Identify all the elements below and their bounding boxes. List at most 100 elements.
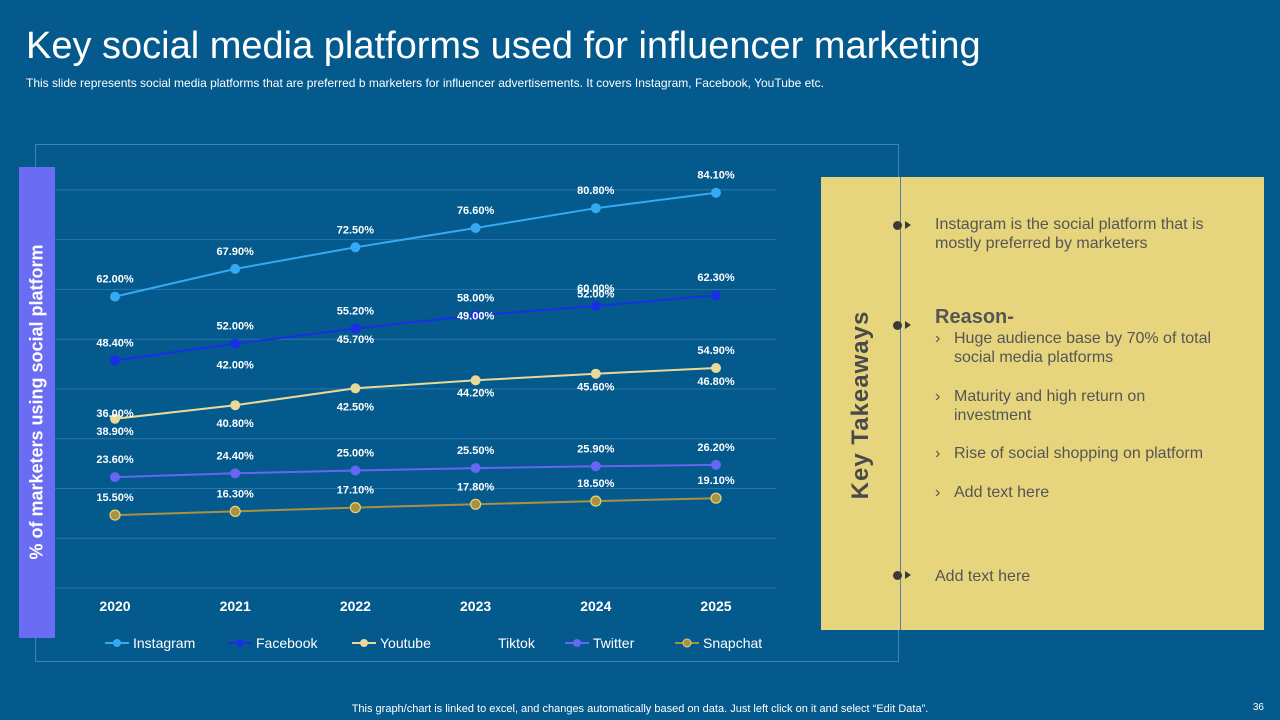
facebook-point	[110, 355, 120, 366]
snapchat-data-label: 17.10%	[337, 485, 375, 497]
chevron-right-icon: ›	[935, 445, 941, 462]
snapchat-point	[710, 492, 722, 504]
snapchat-point	[229, 505, 241, 517]
legend-facebook-marker	[236, 639, 244, 647]
tiktok-data-label: 45.70%	[337, 334, 375, 346]
chevron-right-icon: ›	[935, 388, 941, 405]
snapchat-point	[590, 495, 602, 507]
snapchat-data-label: 19.10%	[697, 475, 735, 487]
youtube-data-label: 42.50%	[337, 401, 375, 413]
reason-heading: Reason-	[935, 306, 1014, 328]
twitter-point	[711, 459, 721, 470]
x-tick-label: 2020	[99, 598, 130, 614]
twitter-series-line	[114, 463, 717, 479]
facebook-point	[470, 310, 481, 321]
slide-subtitle: This slide represents social media platf…	[26, 76, 824, 90]
youtube-point	[590, 368, 601, 379]
snapchat-data-label: 16.30%	[217, 488, 255, 500]
takeaways-panel	[821, 177, 1264, 630]
legend-snapchat-label: Snapchat	[703, 635, 762, 651]
tiktok-data-label: 42.00%	[217, 360, 255, 372]
youtube-point	[470, 375, 481, 386]
twitter-data-label: 25.90%	[577, 443, 615, 455]
x-tick-label: 2022	[340, 598, 371, 614]
instagram-data-label: 76.60%	[457, 205, 495, 217]
x-tick-label: 2024	[580, 598, 611, 614]
legend-youtube-label: Youtube	[380, 635, 431, 651]
instagram-data-label: 67.90%	[217, 246, 255, 258]
snapchat-series-line	[114, 497, 717, 517]
facebook-point	[711, 290, 721, 301]
twitter-point	[470, 463, 481, 474]
page-number: 36	[1252, 702, 1264, 713]
legend-twitter-marker	[573, 639, 581, 647]
legend-tiktok-label: Tiktok	[498, 635, 536, 651]
snapchat-data-label: 17.80%	[457, 481, 495, 493]
youtube-series-line	[114, 367, 717, 420]
facebook-data-label: 48.40%	[96, 338, 134, 350]
tiktok-data-label: 54.90%	[697, 345, 735, 357]
reason-item-text: Add text here	[954, 484, 1050, 501]
facebook-data-label: 52.00%	[217, 321, 255, 333]
facebook-series-line	[114, 294, 717, 362]
youtube-point	[350, 383, 361, 394]
instagram-data-label: 84.10%	[697, 170, 735, 182]
youtube-data-label: 44.20%	[457, 387, 495, 399]
youtube-data-label: 40.80%	[217, 418, 255, 430]
timeline-arrow-2	[905, 321, 911, 329]
timeline-arrow-3	[905, 571, 911, 579]
tiktok-data-label: 38.90%	[96, 426, 134, 438]
instagram-data-label: 72.50%	[337, 224, 375, 236]
chevron-right-icon: ›	[935, 484, 941, 501]
snapchat-data-label: 18.50%	[577, 478, 615, 490]
legend-instagram-label: Instagram	[133, 635, 195, 651]
legend-facebook-label: Facebook	[256, 635, 318, 651]
instagram-point	[110, 291, 120, 302]
youtube-data-label: 46.80%	[697, 376, 735, 388]
x-tick-label: 2023	[460, 598, 491, 614]
takeaways-label: Key Takeaways	[847, 310, 874, 500]
y-axis-label-bar	[19, 167, 55, 638]
snapchat-point	[349, 502, 361, 514]
instagram-data-label: 62.00%	[96, 274, 134, 286]
twitter-data-label: 26.20%	[697, 442, 735, 454]
takeaway-point-3: Add text here	[935, 568, 1031, 585]
reason-item-text: Rise of social shopping on platform	[954, 445, 1204, 462]
instagram-data-label: 80.80%	[577, 185, 615, 197]
timeline-dot-2	[893, 321, 902, 330]
facebook-data-label: 60.00%	[577, 283, 615, 295]
x-tick-label: 2021	[220, 598, 251, 614]
instagram-point	[470, 223, 481, 233]
instagram-point	[350, 242, 361, 253]
takeaways-timeline	[900, 177, 901, 630]
twitter-data-label: 25.50%	[457, 445, 495, 457]
facebook-data-label: 55.20%	[337, 306, 375, 318]
youtube-data-label: 45.60%	[577, 382, 615, 394]
facebook-data-label: 58.00%	[457, 292, 495, 304]
twitter-point	[230, 468, 241, 479]
facebook-point	[590, 301, 601, 311]
twitter-point	[350, 465, 361, 476]
timeline-dot-1	[893, 221, 902, 230]
twitter-point	[590, 461, 601, 472]
snapchat-point	[470, 498, 482, 510]
legend-twitter-label: Twitter	[593, 635, 635, 651]
facebook-point	[350, 323, 361, 334]
legend-instagram-marker	[113, 639, 121, 647]
footer-note: This graph/chart is linked to excel, and…	[351, 703, 929, 715]
legend-youtube-marker	[360, 639, 368, 647]
legend-snapchat-marker	[682, 638, 692, 648]
snapchat-data-label: 15.50%	[96, 492, 134, 504]
instagram-point	[590, 203, 601, 214]
twitter-data-label: 25.00%	[337, 448, 375, 460]
youtube-point	[711, 363, 721, 373]
reason-item-text: Maturity and high return on investment	[954, 388, 1146, 424]
chevron-right-icon: ›	[935, 330, 941, 347]
tiktok-data-label: 49.00%	[457, 311, 495, 323]
twitter-data-label: 23.60%	[96, 454, 134, 466]
slide-title: Key social media platforms used for infl…	[26, 25, 981, 67]
line-chart: 2020 2021 2022 2023 2024 2025 62.00% 67.90% 72.5…	[55, 170, 776, 651]
timeline-dot-3	[893, 571, 902, 580]
tiktok-data-label: 52.00%	[577, 289, 615, 301]
x-tick-label: 2025	[700, 598, 731, 614]
